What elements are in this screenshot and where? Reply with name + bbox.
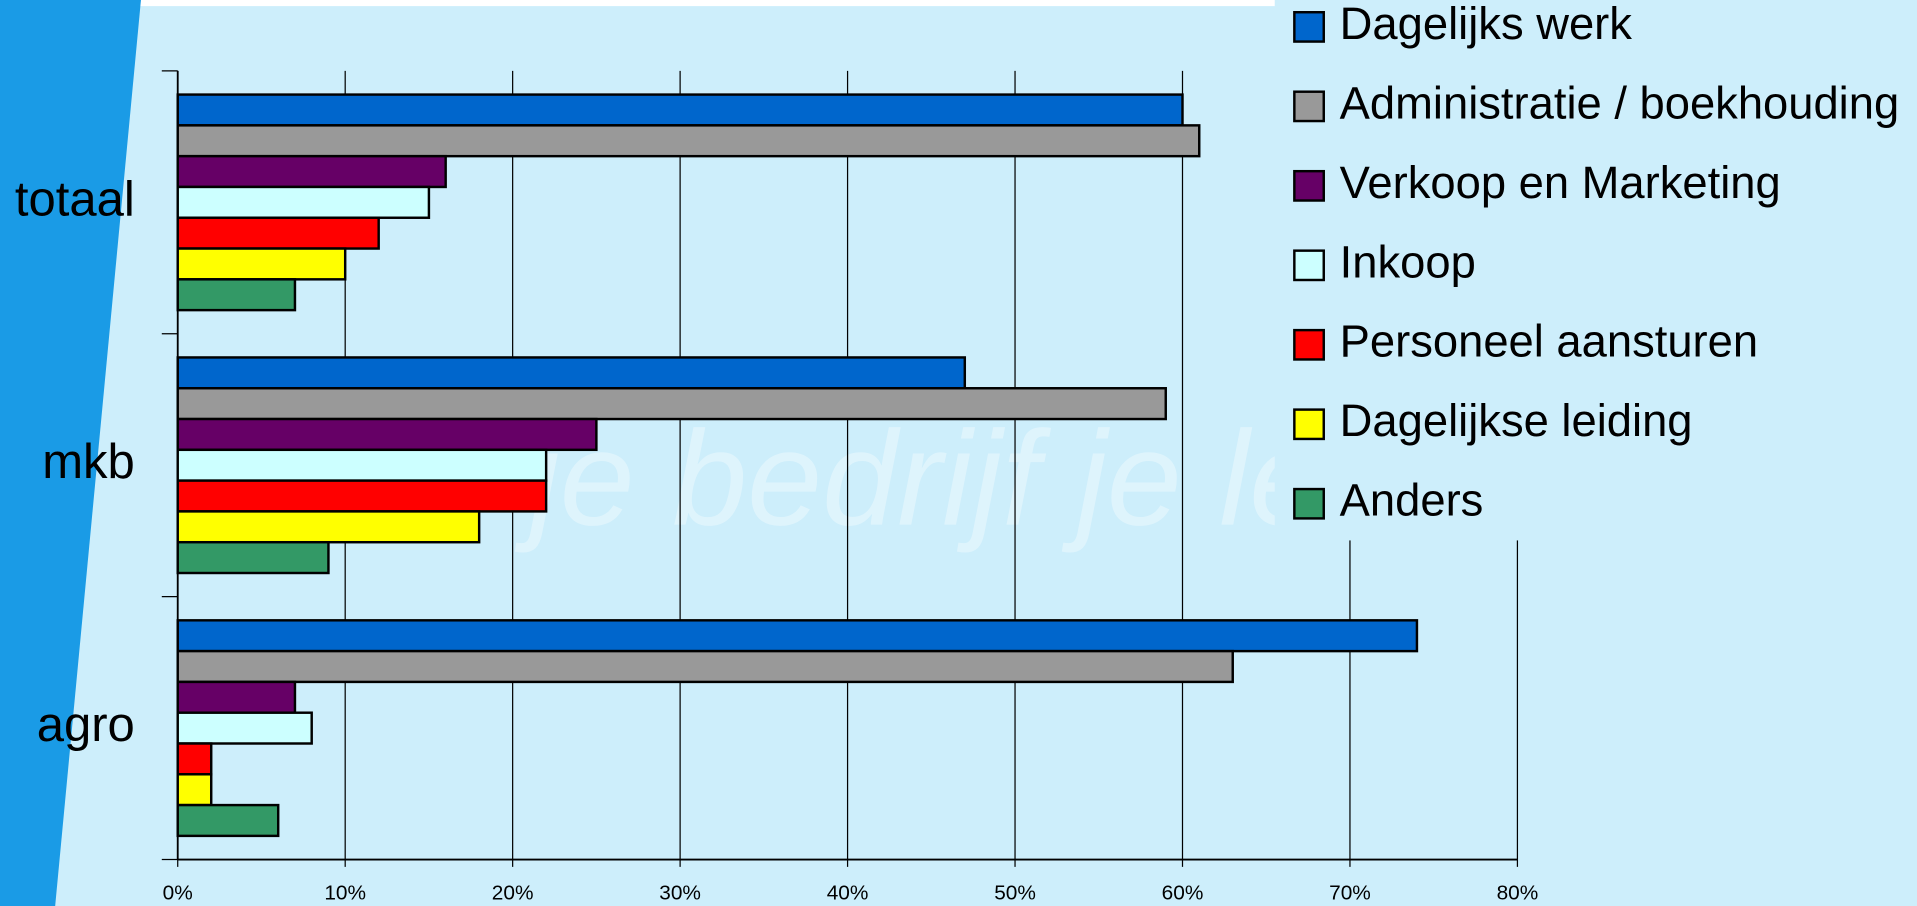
legend-label: Verkoop en Marketing — [1340, 157, 1781, 208]
legend-label: Dagelijks werk — [1340, 0, 1633, 49]
legend-label: Inkoop — [1340, 236, 1476, 287]
bar — [176, 540, 330, 575]
legend-swatch — [1293, 169, 1325, 202]
x-tick-label: 20% — [492, 881, 534, 904]
legend-swatch — [1293, 249, 1325, 282]
bar — [176, 356, 967, 390]
x-tick-label: 60% — [1162, 881, 1204, 904]
y-tick-label: mkb — [42, 435, 135, 489]
bar — [176, 711, 313, 745]
x-tick-label: 0% — [163, 881, 193, 904]
bar — [176, 154, 447, 189]
x-tick-label: 70% — [1329, 881, 1371, 904]
y-tick-label: agro — [37, 698, 135, 752]
bar — [176, 619, 1419, 653]
x-tick-label: 30% — [659, 881, 701, 904]
bar — [176, 510, 481, 544]
legend-label: Anders — [1340, 475, 1484, 526]
legend-swatch — [1293, 328, 1325, 361]
x-tick-label: 50% — [994, 881, 1036, 904]
legend-label: Administratie / boekhouding — [1340, 77, 1900, 128]
bar — [176, 649, 1234, 684]
bar — [176, 93, 1184, 127]
bar — [176, 247, 347, 281]
legend-label: Dagelijkse leiding — [1340, 395, 1693, 446]
bar — [176, 387, 1167, 421]
bar — [176, 448, 548, 482]
x-tick-label: 80% — [1497, 881, 1539, 904]
bar — [176, 742, 213, 776]
bar — [176, 185, 431, 219]
bar — [176, 479, 548, 513]
bar — [176, 803, 280, 838]
legend-label: Personeel aansturen — [1340, 316, 1758, 367]
top-strip — [0, 0, 1917, 7]
legend-swatch — [1293, 11, 1325, 43]
bar — [176, 216, 380, 250]
bar — [176, 773, 213, 807]
x-tick-label: 10% — [324, 881, 366, 904]
bar — [176, 124, 1201, 158]
legend-swatch — [1293, 408, 1325, 441]
legend-swatch — [1293, 90, 1325, 123]
bar — [176, 278, 297, 312]
legend — [1274, 0, 1917, 541]
bar — [176, 417, 598, 452]
y-tick-label: totaal — [15, 172, 135, 226]
bar — [176, 680, 297, 714]
side-strip — [0, 0, 141, 906]
x-tick-label: 40% — [827, 881, 869, 904]
legend-swatch — [1293, 487, 1325, 520]
